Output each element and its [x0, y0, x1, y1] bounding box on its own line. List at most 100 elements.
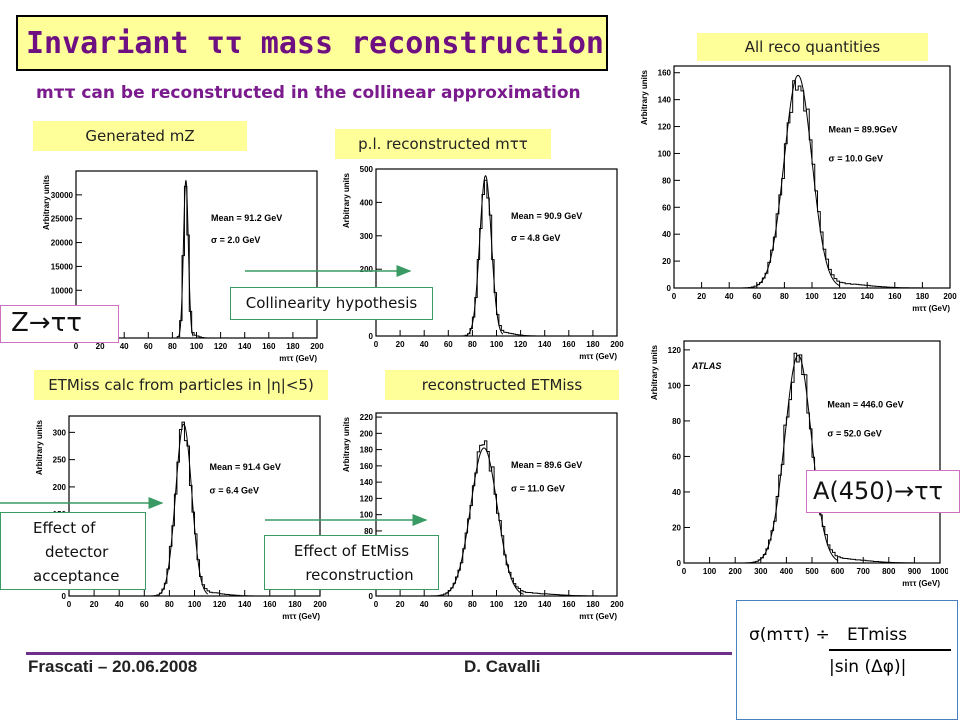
x-tick-label: 40 [725, 292, 734, 301]
y-axis-label: Arbitrary units [342, 416, 351, 472]
footer-center: D. Cavalli [464, 657, 541, 676]
x-tick-label: 40 [115, 600, 124, 609]
y-tick-label: 100 [668, 381, 682, 390]
x-tick-label: 600 [831, 567, 845, 576]
histogram-reco-etmiss: 0204060801001201401601802000204060801001… [342, 412, 624, 621]
stats-text: σ = 4.8 GeV [511, 233, 560, 243]
x-tick-label: 180 [586, 340, 600, 349]
formula-box: σ(mττ) ÷ ETmiss |sin (Δφ)| [736, 600, 958, 720]
x-tick-label: 40 [420, 340, 429, 349]
y-tick-label: 60 [672, 452, 681, 461]
histogram-pl-reco: 0204060801001201401601802000100200300400… [342, 165, 624, 361]
y-tick-label: 80 [364, 527, 373, 536]
y-tick-label: 20000 [51, 239, 74, 248]
x-tick-label: 1000 [931, 567, 948, 576]
histogram-series [684, 352, 941, 564]
footer-divider [26, 652, 732, 655]
y-tick-label: 100 [658, 149, 672, 158]
x-tick-label: 200 [729, 567, 743, 576]
label-etmiss-particles: ETMiss calc from particles in |η|<5) [34, 370, 328, 400]
slide-subtitle: mττ can be reconstructed in the collinea… [36, 83, 581, 103]
x-axis-label: mττ (GeV) [902, 579, 940, 588]
stats-text: Mean = 446.0 GeV [827, 400, 903, 410]
x-tick-label: 400 [780, 567, 794, 576]
histogram-a450: 0 100 200 300 400 500 600 700 800 900 1000 0 20 40 60 8… [650, 340, 948, 588]
x-tick-label: 0 [67, 600, 72, 609]
x-tick-label: 60 [444, 600, 453, 609]
y-tick-label: 30000 [51, 191, 74, 200]
y-tick-label: 0 [369, 592, 374, 601]
y-tick-label: 140 [360, 478, 374, 487]
y-tick-label: 300 [360, 232, 374, 241]
y-tick-label: 250 [53, 456, 67, 465]
y-tick-label: 40 [672, 488, 681, 497]
x-tick-label: 800 [882, 567, 896, 576]
x-tick-label: 20 [396, 600, 405, 609]
y-tick-label: 180 [360, 446, 374, 455]
x-tick-label: 180 [286, 342, 300, 351]
x-tick-label: 0 [74, 342, 79, 351]
x-tick-label: 0 [374, 600, 379, 609]
x-tick-label: 80 [780, 292, 789, 301]
y-axis-label: Arbitrary units [640, 69, 649, 125]
x-tick-label: 0 [374, 340, 379, 349]
stats-text: Mean = 90.9 GeV [511, 211, 582, 221]
x-tick-label: 200 [943, 292, 957, 301]
y-tick-label: 0 [62, 592, 67, 601]
x-tick-label: 200 [313, 600, 327, 609]
y-axis-label: Arbitrary units [650, 344, 659, 400]
y-axis-label: Arbitrary units [35, 419, 44, 475]
stats-text: σ = 11.0 GeV [511, 484, 565, 494]
stats-text: Mean = 89.9GeV [829, 125, 898, 135]
x-tick-label: 180 [916, 292, 930, 301]
x-tick-label: 60 [144, 342, 153, 351]
x-tick-label: 140 [238, 600, 252, 609]
x-tick-label: 160 [263, 600, 277, 609]
x-tick-label: 140 [861, 292, 875, 301]
histogram-series [376, 440, 618, 597]
y-tick-label: 120 [658, 123, 672, 132]
callout-collinearity-text: Collinearity hypothesis [245, 294, 418, 312]
x-tick-label: 200 [310, 342, 324, 351]
x-tick-label: 20 [96, 342, 105, 351]
y-tick-label: 100 [360, 511, 374, 520]
formula-fraction-bar [829, 649, 951, 651]
x-tick-label: 80 [165, 600, 174, 609]
x-tick-label: 160 [562, 340, 576, 349]
y-tick-label: 220 [360, 413, 374, 422]
x-tick-label: 300 [754, 567, 768, 576]
callout-detector-line1: Effect of [33, 519, 96, 537]
x-tick-label: 160 [262, 342, 276, 351]
y-tick-label: 0 [667, 284, 672, 293]
y-tick-label: 60 [662, 203, 671, 212]
y-tick-label: 80 [662, 176, 671, 185]
x-tick-label: 80 [168, 342, 177, 351]
slide-title: Invariant ττ mass reconstruction [26, 26, 604, 61]
y-tick-label: 200 [53, 483, 67, 492]
x-tick-label: 20 [396, 340, 405, 349]
histogram-etmiss-particles: 0204060801001201401601802000501001502002… [35, 415, 327, 621]
plot-frame [673, 65, 951, 289]
x-tick-label: 180 [586, 600, 600, 609]
y-tick-label: 200 [360, 429, 374, 438]
x-tick-label: 140 [538, 600, 552, 609]
y-tick-label: 200 [360, 265, 374, 274]
x-axis-label: mττ (GeV) [282, 612, 320, 621]
x-tick-label: 700 [857, 567, 871, 576]
stats-text: σ = 2.0 GeV [211, 235, 260, 245]
stats-text: Mean = 91.2 GeV [211, 213, 282, 223]
x-tick-label: 180 [288, 600, 302, 609]
fit-curve [444, 447, 524, 595]
callout-etmiss: Effect of EtMiss reconstruction [264, 535, 439, 590]
x-tick-label: 0 [682, 567, 687, 576]
x-tick-label: 140 [538, 340, 552, 349]
label-pl-reco: p.l. reconstructed mττ [335, 129, 551, 159]
y-tick-label: 20 [662, 257, 671, 266]
x-axis-label: mττ (GeV) [279, 354, 317, 363]
stats-text: σ = 10.0 GeV [829, 153, 883, 163]
y-tick-label: 0 [369, 332, 374, 341]
fit-curve [756, 74, 840, 287]
x-axis-label: mττ (GeV) [579, 352, 617, 361]
x-axis-label: mττ (GeV) [579, 612, 617, 621]
x-tick-label: 100 [188, 600, 202, 609]
